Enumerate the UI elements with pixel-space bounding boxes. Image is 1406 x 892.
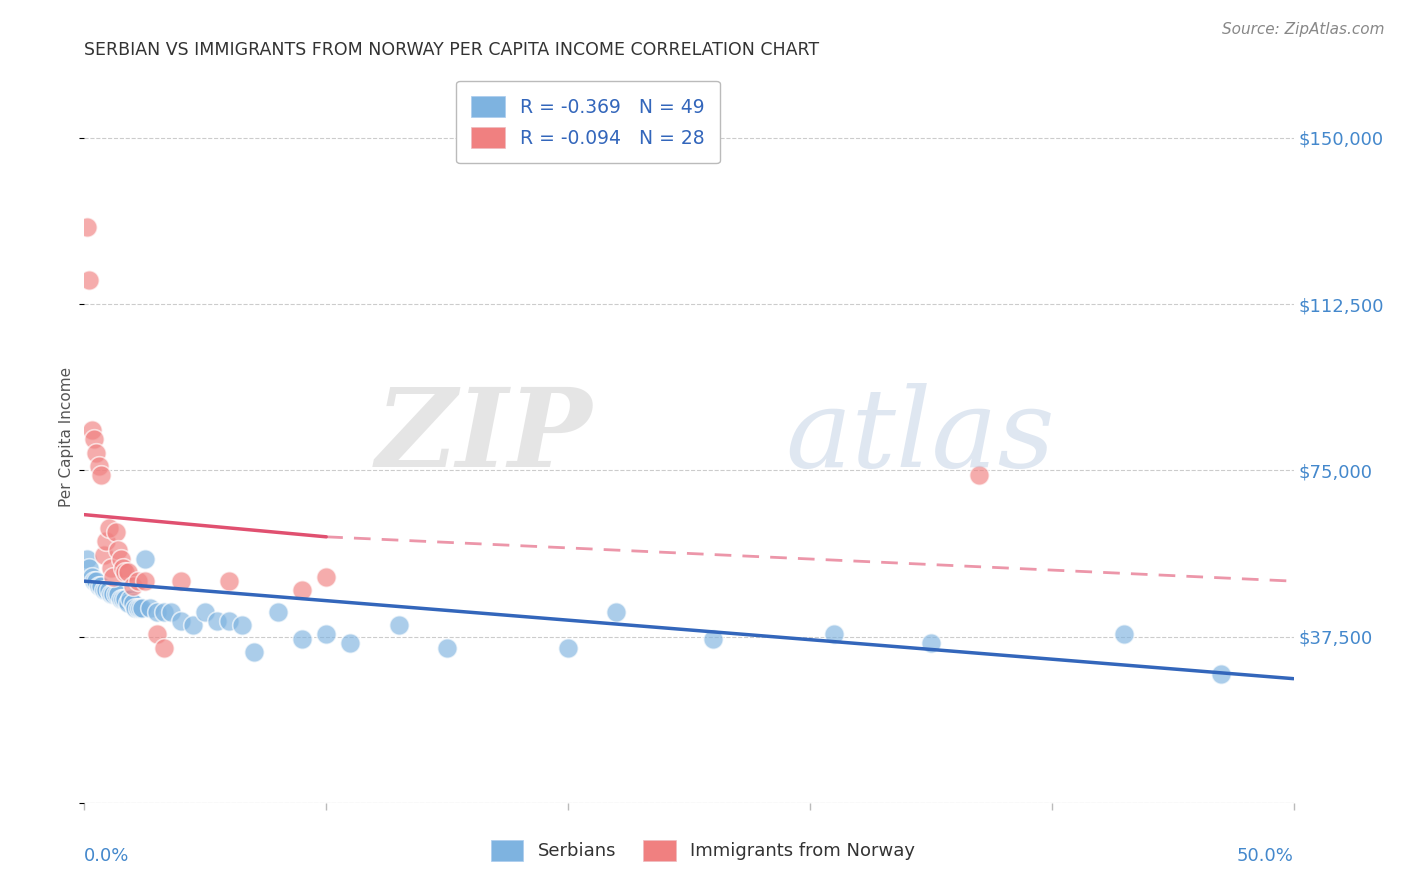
Point — [76, 219, 98, 234]
Point — [80, 570, 103, 584]
Point — [94, 582, 117, 597]
Point — [920, 636, 942, 650]
Point — [218, 614, 240, 628]
Point — [97, 521, 120, 535]
Point — [97, 582, 120, 597]
Point — [90, 578, 112, 592]
Point — [218, 574, 240, 589]
Point — [107, 587, 129, 601]
Point — [194, 605, 217, 619]
Point — [121, 578, 143, 592]
Point — [86, 445, 108, 459]
Point — [231, 618, 253, 632]
Text: SERBIAN VS IMMIGRANTS FROM NORWAY PER CAPITA INCOME CORRELATION CHART: SERBIAN VS IMMIGRANTS FROM NORWAY PER CA… — [84, 41, 820, 59]
Point — [117, 566, 139, 580]
Text: ZIP: ZIP — [375, 384, 592, 491]
Point — [291, 582, 314, 597]
Point — [110, 552, 132, 566]
Point — [100, 561, 122, 575]
Point — [127, 600, 149, 615]
Point — [83, 574, 105, 589]
Point — [103, 570, 125, 584]
Point — [112, 591, 135, 606]
Point — [146, 627, 169, 641]
Point — [146, 605, 169, 619]
Point — [83, 432, 105, 446]
Point — [131, 600, 153, 615]
Point — [77, 561, 100, 575]
Point — [967, 467, 990, 482]
Point — [267, 605, 290, 619]
Point — [104, 587, 127, 601]
Point — [129, 600, 152, 615]
Point — [112, 561, 135, 575]
Point — [170, 574, 193, 589]
Text: Source: ZipAtlas.com: Source: ZipAtlas.com — [1222, 22, 1385, 37]
Point — [134, 574, 156, 589]
Point — [87, 578, 110, 592]
Point — [605, 605, 627, 619]
Point — [153, 605, 176, 619]
Legend: R = -0.369   N = 49, R = -0.094   N = 28: R = -0.369 N = 49, R = -0.094 N = 28 — [457, 81, 720, 163]
Text: 50.0%: 50.0% — [1237, 847, 1294, 864]
Point — [160, 605, 183, 619]
Point — [114, 566, 136, 580]
Point — [207, 614, 229, 628]
Point — [94, 534, 117, 549]
Point — [823, 627, 845, 641]
Point — [90, 467, 112, 482]
Point — [181, 618, 204, 632]
Point — [170, 614, 193, 628]
Point — [100, 587, 122, 601]
Text: 0.0%: 0.0% — [84, 847, 129, 864]
Point — [124, 600, 146, 615]
Point — [103, 587, 125, 601]
Point — [120, 591, 142, 606]
Point — [87, 458, 110, 473]
Point — [1209, 667, 1232, 681]
Point — [76, 552, 98, 566]
Point — [114, 591, 136, 606]
Legend: Serbians, Immigrants from Norway: Serbians, Immigrants from Norway — [482, 830, 924, 870]
Point — [315, 627, 337, 641]
Point — [315, 570, 337, 584]
Text: atlas: atlas — [786, 384, 1056, 491]
Point — [104, 525, 127, 540]
Point — [153, 640, 176, 655]
Point — [339, 636, 361, 650]
Point — [134, 552, 156, 566]
Point — [80, 424, 103, 438]
Point — [138, 600, 160, 615]
Point — [1114, 627, 1136, 641]
Point — [121, 596, 143, 610]
Point — [557, 640, 579, 655]
Point — [110, 591, 132, 606]
Point — [291, 632, 314, 646]
Y-axis label: Per Capita Income: Per Capita Income — [59, 367, 73, 508]
Point — [93, 548, 115, 562]
Point — [86, 574, 108, 589]
Point — [242, 645, 264, 659]
Point — [77, 273, 100, 287]
Point — [93, 582, 115, 597]
Point — [107, 543, 129, 558]
Point — [388, 618, 411, 632]
Point — [436, 640, 458, 655]
Point — [702, 632, 724, 646]
Point — [117, 596, 139, 610]
Point — [127, 574, 149, 589]
